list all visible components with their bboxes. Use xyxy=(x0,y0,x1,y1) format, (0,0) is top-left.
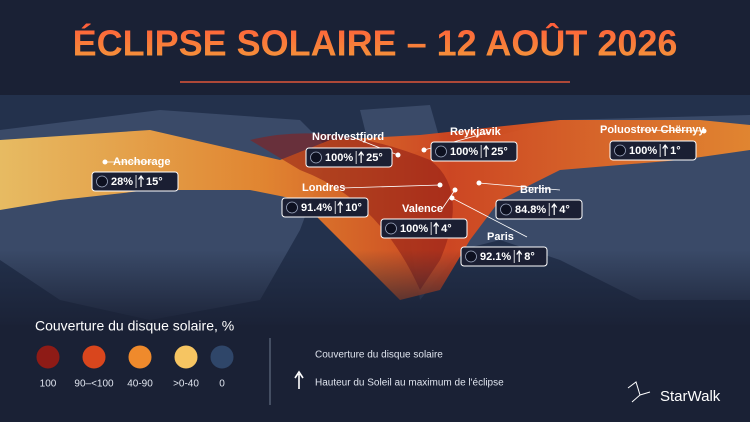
title: ÉCLIPSE SOLAIRE – 12 AOÛT 2026 xyxy=(73,22,678,64)
city-name: Poluostrov Chërnyy xyxy=(600,124,705,136)
sun-icon xyxy=(435,145,447,158)
legend-swatch xyxy=(81,344,107,370)
altitude-arrow xyxy=(662,143,669,156)
key-coverage: Couverture du disque solaire xyxy=(315,350,443,361)
altitude-arrow xyxy=(516,249,523,262)
coverage: 91.4% xyxy=(301,202,332,214)
coverage: 92.1% xyxy=(480,251,511,263)
leader-line xyxy=(451,197,528,238)
coverage: 100% xyxy=(325,152,353,164)
coverage: 100% xyxy=(629,145,657,157)
city-name: Anchorage xyxy=(113,156,170,168)
brand-logo: StarWalk xyxy=(627,381,721,405)
info-box xyxy=(380,218,468,239)
map-fade xyxy=(0,250,750,330)
sun-icon xyxy=(500,203,512,216)
legend-swatch xyxy=(209,344,235,370)
altitude-arrow xyxy=(358,150,365,163)
key-altitude: Hauteur du Soleil au maximum de l'éclips… xyxy=(315,378,504,389)
altitude-arrow xyxy=(551,202,558,215)
altitude: 25° xyxy=(366,152,383,164)
coverage: 100% xyxy=(450,146,478,158)
legend-label: >0-40 xyxy=(173,379,199,390)
city-dot xyxy=(437,182,443,188)
city-dot xyxy=(449,195,455,201)
info-box xyxy=(609,140,697,161)
coverage: 100% xyxy=(400,223,428,235)
map xyxy=(0,95,750,330)
altitude: 10° xyxy=(345,202,362,214)
leader-line xyxy=(341,184,441,189)
city-name: Nordvestfjord xyxy=(312,131,384,143)
leader-line xyxy=(639,129,705,132)
legend-swatch xyxy=(35,344,61,370)
legend: 100 90–<100 40-90 >0-40 0 xyxy=(35,344,235,390)
altitude-arrow xyxy=(138,174,145,187)
city-dot xyxy=(421,147,427,153)
altitude-arrow xyxy=(433,221,440,234)
coverage: 28% xyxy=(111,176,133,188)
altitude: 8° xyxy=(524,251,535,263)
altitude-icon xyxy=(294,370,304,389)
city-labels: Anchorage 28% 15° Nordvestfjord 100% 25° Reykj… xyxy=(91,124,707,267)
altitude: 25° xyxy=(491,146,508,158)
legend-swatch xyxy=(127,344,153,370)
sun-icon xyxy=(385,222,397,235)
info-box xyxy=(430,141,518,162)
city-name: Londres xyxy=(302,182,345,194)
legend-swatch xyxy=(173,344,199,370)
sun-icon xyxy=(465,250,477,263)
legend-label: 90–<100 xyxy=(74,379,114,390)
city-name: Paris xyxy=(487,231,514,243)
altitude-arrow xyxy=(483,144,490,157)
altitude-arrow xyxy=(337,200,344,213)
altitude: 4° xyxy=(559,204,570,216)
city-dot xyxy=(452,187,458,193)
info-box xyxy=(281,197,369,218)
sun-icon xyxy=(286,201,298,214)
legend-label: 0 xyxy=(219,379,225,390)
sun-icon xyxy=(614,144,626,157)
info-box xyxy=(460,246,548,267)
brand: StarWalk xyxy=(660,388,721,405)
sun-icon xyxy=(96,175,108,188)
city-dot xyxy=(476,180,482,186)
city-dot xyxy=(102,159,108,165)
sun-icon xyxy=(310,151,322,164)
altitude: 15° xyxy=(146,176,163,188)
leader-line xyxy=(441,189,456,210)
legend-label: 40-90 xyxy=(127,379,153,390)
info-box xyxy=(91,171,179,192)
city-name: Valence xyxy=(402,203,443,215)
leader-line xyxy=(478,182,561,191)
legend-title: Couverture du disque solaire, % xyxy=(35,318,234,334)
coverage: 84.8% xyxy=(515,204,546,216)
legend-label: 100 xyxy=(40,379,57,390)
logo-constellation xyxy=(627,381,651,403)
info-box xyxy=(495,199,583,220)
altitude: 4° xyxy=(441,223,452,235)
altitude: 1° xyxy=(670,145,681,157)
city-dot xyxy=(701,128,707,134)
info-box xyxy=(305,147,393,168)
city-name: Reykjavik xyxy=(450,126,502,138)
city-name: Berlin xyxy=(520,184,551,196)
city-dot xyxy=(395,152,401,158)
